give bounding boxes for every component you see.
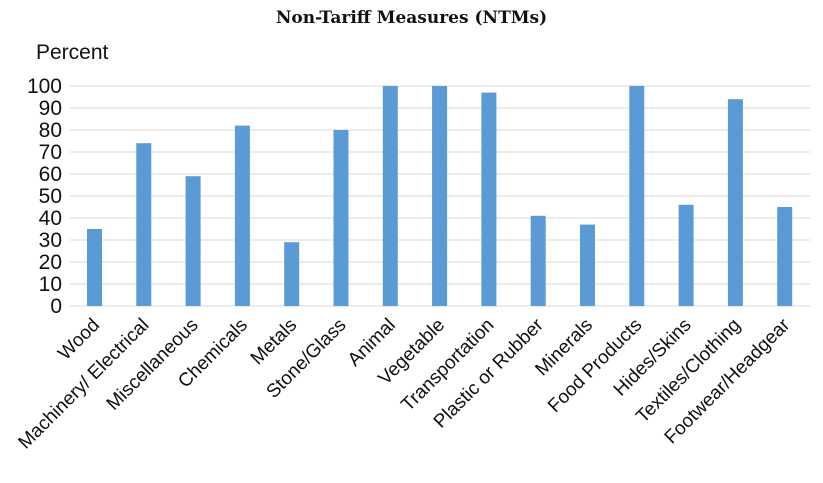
chart-title: Non-Tariff Measures (NTMs)	[275, 8, 548, 28]
bars	[87, 86, 793, 306]
bar	[727, 99, 743, 306]
bar	[333, 130, 349, 306]
y-tick-label: 80	[39, 119, 62, 142]
bar	[481, 92, 497, 306]
y-tick-label: 30	[39, 229, 62, 252]
bar	[777, 207, 793, 306]
bar	[629, 86, 645, 306]
y-tick-label: 70	[39, 141, 62, 164]
y-tick-label: 50	[39, 185, 62, 208]
bar	[284, 242, 300, 306]
y-tick-label: 100	[27, 75, 62, 98]
bar	[580, 224, 595, 306]
bar	[234, 125, 250, 306]
y-axis-label: Percent	[36, 41, 109, 64]
y-tick-label: 90	[39, 97, 62, 120]
bar	[530, 215, 546, 306]
y-tick-label: 40	[39, 207, 62, 230]
y-tick-label: 60	[39, 163, 62, 186]
y-tick-label: 10	[39, 273, 62, 296]
bar	[136, 143, 152, 306]
y-tick-label: 20	[39, 251, 62, 274]
bar	[382, 86, 398, 306]
y-tick-label: 0	[50, 295, 62, 318]
bar	[432, 86, 448, 306]
bar	[678, 204, 694, 306]
bar	[87, 229, 102, 306]
bar	[185, 176, 201, 306]
